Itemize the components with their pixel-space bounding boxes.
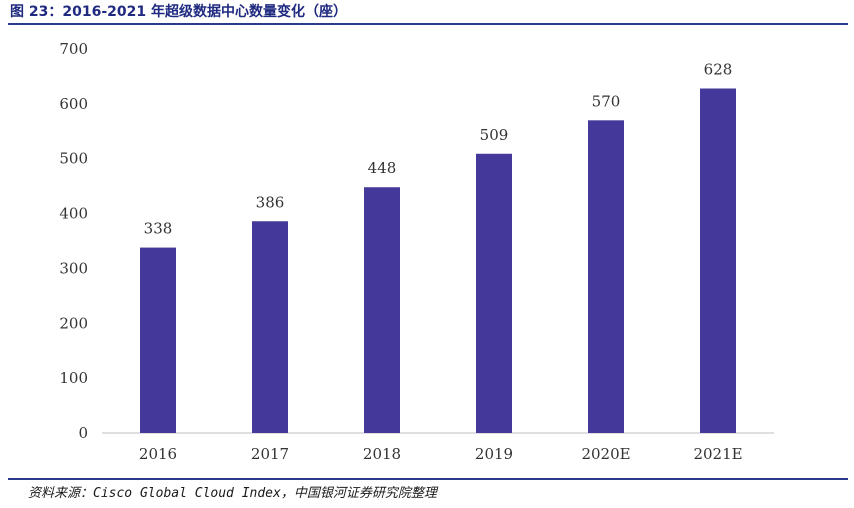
- y-tick-label: 700: [59, 40, 88, 58]
- bar-2017: [252, 221, 288, 433]
- source-note: 资料来源：Cisco Global Cloud Index，中国银河证券研究院整…: [28, 486, 437, 501]
- y-tick-label: 600: [59, 95, 88, 113]
- y-tick-label: 300: [59, 259, 88, 277]
- bar-2019: [476, 153, 512, 433]
- bar-chart: 0 100 200 300 400 500 600 700 338 386 448 509 570 62…: [59, 40, 774, 463]
- x-axis-tick-labels: 2016 2017 2018 2019 2020E 2021E: [139, 445, 743, 463]
- data-labels: 338 386 448 509 570 628: [144, 60, 733, 237]
- data-label: 386: [256, 193, 285, 211]
- data-label: 338: [144, 220, 173, 238]
- x-tick-label: 2021E: [693, 445, 742, 463]
- x-tick-label: 2017: [251, 445, 289, 463]
- bar-2021E: [700, 88, 736, 434]
- x-tick-label: 2020E: [581, 445, 630, 463]
- x-tick-label: 2018: [363, 445, 401, 463]
- y-tick-label: 400: [59, 205, 88, 223]
- x-tick-label: 2019: [475, 445, 513, 463]
- data-label: 628: [704, 60, 733, 78]
- y-tick-label: 100: [59, 369, 88, 387]
- bar-2020E: [588, 120, 624, 434]
- footer-divider: [8, 478, 848, 480]
- y-axis-tick-labels: 0 100 200 300 400 500 600 700: [59, 40, 88, 442]
- x-tick-label: 2016: [139, 445, 177, 463]
- bars: [140, 88, 736, 434]
- chart-title: 图 23：2016-2021 年超级数据中心数量变化（座）: [10, 4, 347, 20]
- bar-2018: [364, 187, 400, 433]
- y-tick-label: 500: [59, 150, 88, 168]
- data-label: 448: [368, 159, 397, 177]
- bar-2016: [140, 247, 176, 433]
- data-label: 570: [592, 92, 621, 110]
- data-label: 509: [480, 126, 509, 144]
- title-divider: [8, 23, 848, 25]
- y-tick-label: 0: [78, 424, 88, 442]
- y-tick-label: 200: [59, 314, 88, 332]
